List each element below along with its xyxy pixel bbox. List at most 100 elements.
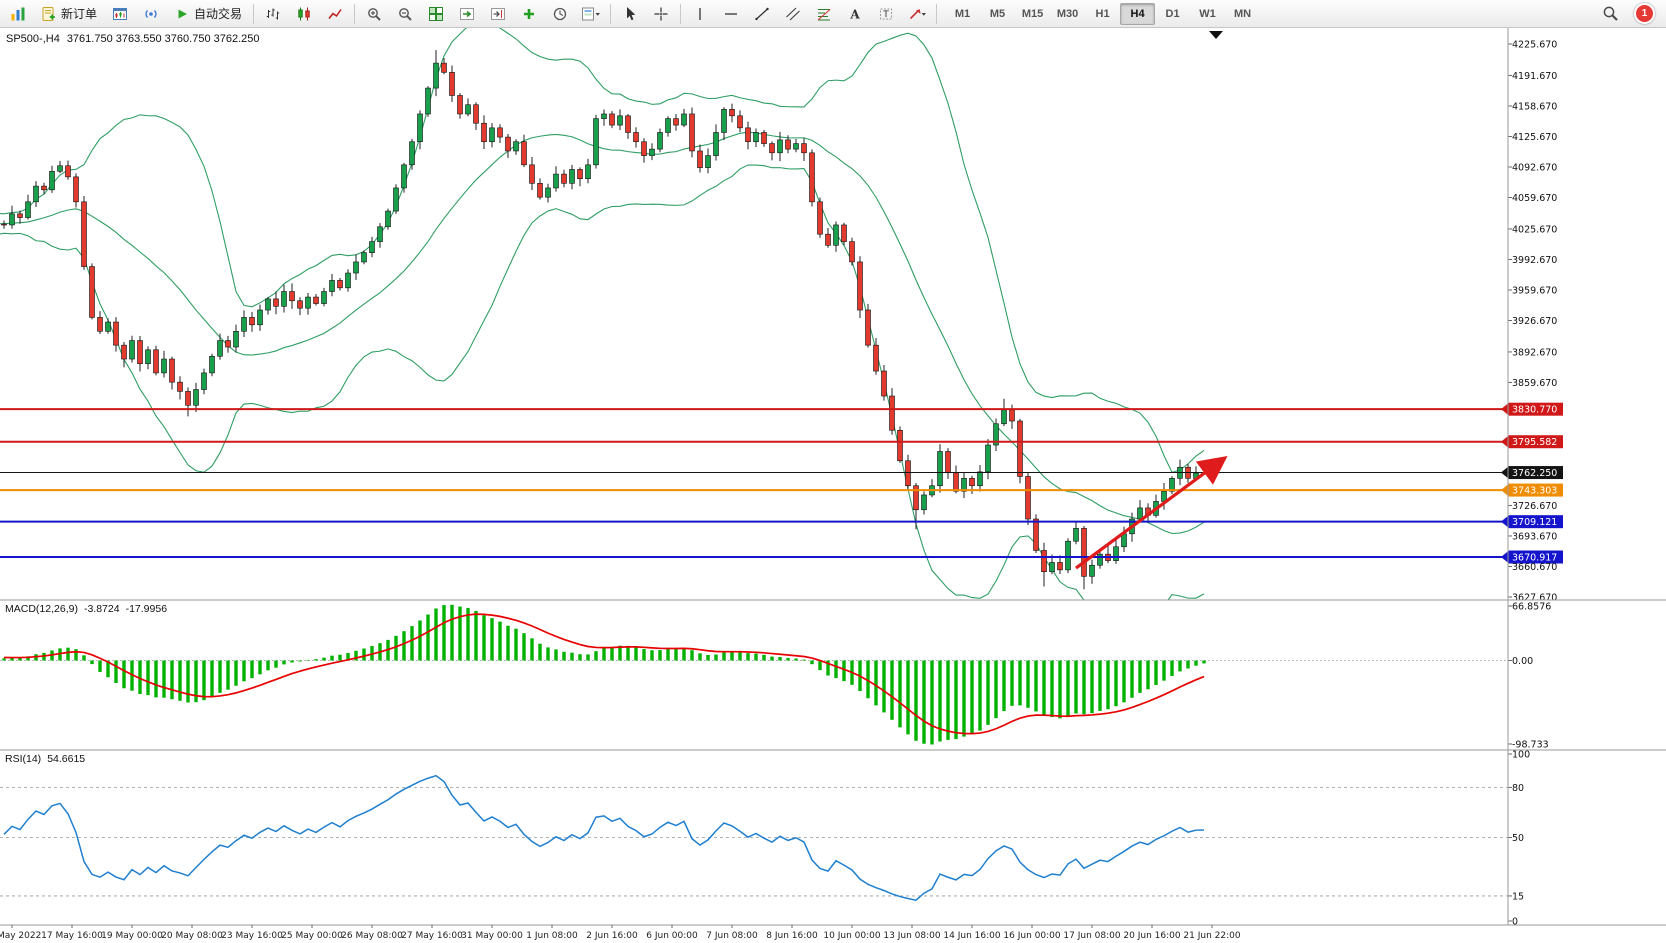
timeframe-button-h4[interactable]: H4 <box>1120 2 1156 25</box>
periods-button[interactable] <box>545 2 575 26</box>
svg-text:21 Jun 22:00: 21 Jun 22:00 <box>1183 931 1240 941</box>
notification-badge[interactable]: 1 <box>1634 3 1655 24</box>
svg-text:3830.770: 3830.770 <box>1512 405 1557 416</box>
cursor-tool-button[interactable] <box>615 2 645 26</box>
macd-axis: 66.8576 0.00 -98.733 <box>1508 602 1551 751</box>
autotrading-button[interactable]: 自动交易 <box>167 2 249 26</box>
autotrading-icon <box>178 9 188 18</box>
svg-text:3795.582: 3795.582 <box>1512 437 1557 448</box>
chart-shift-button[interactable] <box>483 2 513 26</box>
svg-text:3670.917: 3670.917 <box>1512 553 1557 564</box>
svg-text:20 Jun 16:00: 20 Jun 16:00 <box>1123 931 1180 941</box>
svg-text:66.8576: 66.8576 <box>1512 602 1551 613</box>
toolbar-separator <box>253 3 255 24</box>
svg-text:4158.670: 4158.670 <box>1512 101 1557 112</box>
crosshair-icon <box>654 7 668 20</box>
timeframe-button-m5[interactable]: M5 <box>989 7 1006 20</box>
zoom-out-icon <box>399 7 412 21</box>
svg-text:14 Jun 16:00: 14 Jun 16:00 <box>943 931 1000 941</box>
candles-layer[interactable] <box>1 50 1207 590</box>
auto-scroll-button[interactable] <box>452 2 482 26</box>
svg-text:3660.670: 3660.670 <box>1512 562 1557 573</box>
svg-text:25 May 00:00: 25 May 00:00 <box>281 931 343 941</box>
timeframe-button-h1[interactable]: H1 <box>1095 7 1110 20</box>
templates-button[interactable] <box>576 2 606 26</box>
open-chart-button[interactable] <box>105 2 135 26</box>
svg-text:-98.733: -98.733 <box>1512 740 1549 751</box>
svg-text:0: 0 <box>1512 917 1518 928</box>
svg-text:27 May 16:00: 27 May 16:00 <box>401 931 463 941</box>
timeframe-button-m30[interactable]: M30 <box>1056 7 1079 20</box>
timeframe-button-d1[interactable]: D1 <box>1165 7 1180 20</box>
app-icon <box>11 7 25 20</box>
add-indicator-icon <box>524 8 535 19</box>
clock-icon <box>553 7 567 20</box>
timeframe-button-m15[interactable]: M15 <box>1021 7 1044 20</box>
timeframe-button-m1[interactable]: M1 <box>954 7 971 20</box>
chart-shift-marker[interactable] <box>1209 31 1223 39</box>
svg-text:3926.670: 3926.670 <box>1512 316 1557 327</box>
svg-text:4225.670: 4225.670 <box>1512 40 1557 51</box>
fibonacci-tool-button[interactable] <box>809 2 839 26</box>
svg-text:T: T <box>882 10 889 20</box>
vertical-line-icon <box>699 7 701 20</box>
tile-windows-icon <box>429 6 444 21</box>
cursor-icon <box>627 6 636 20</box>
toolbar-separator <box>936 3 938 24</box>
label-tool-button[interactable]: T <box>871 2 901 26</box>
new-order-button[interactable]: 新订单 <box>34 2 104 26</box>
trendline-tool-button[interactable] <box>747 2 777 26</box>
svg-text:8 Jun 16:00: 8 Jun 16:00 <box>766 931 818 941</box>
svg-text:0.00: 0.00 <box>1512 656 1533 667</box>
bar-chart-icon <box>266 8 280 19</box>
zoom-in-icon <box>368 7 381 21</box>
svg-text:15: 15 <box>1512 891 1524 902</box>
svg-text:3726.670: 3726.670 <box>1512 501 1557 512</box>
tile-windows-button[interactable] <box>421 2 451 26</box>
timeframe-button-mn[interactable]: MN <box>1233 7 1252 20</box>
zoom-out-button[interactable] <box>390 2 420 26</box>
svg-text:100: 100 <box>1512 750 1530 761</box>
svg-text:3959.670: 3959.670 <box>1512 285 1557 296</box>
rsi-layer <box>0 774 1508 901</box>
svg-text:4125.670: 4125.670 <box>1512 132 1557 143</box>
svg-text:50: 50 <box>1512 833 1524 844</box>
trend-arrow[interactable] <box>1075 456 1228 570</box>
svg-text:2 Jun 16:00: 2 Jun 16:00 <box>586 931 638 941</box>
text-tool-button[interactable]: A <box>840 2 870 26</box>
arrow-shapes-icon <box>909 8 927 19</box>
svg-text:1 Jun 08:00: 1 Jun 08:00 <box>526 931 578 941</box>
horizontal-line-tool-button[interactable] <box>716 2 746 26</box>
svg-text:3859.670: 3859.670 <box>1512 378 1557 389</box>
new-order-icon <box>42 6 55 21</box>
channel-tool-button[interactable] <box>778 2 808 26</box>
timeframe-button-w1[interactable]: W1 <box>1199 7 1216 20</box>
svg-text:19 May 00:00: 19 May 00:00 <box>101 931 163 941</box>
svg-text:10 Jun 00:00: 10 Jun 00:00 <box>823 931 880 941</box>
app-menu-button[interactable] <box>3 2 33 26</box>
arrows-tool-button[interactable] <box>902 2 932 26</box>
timeframe-toolbar: M1 M5 M15 M30 H1 H4 D1 W1 MN <box>945 2 1260 25</box>
bar-chart-mode-button[interactable] <box>258 2 288 26</box>
price-level-lines[interactable]: 3830.770 3795.582 3762.250 3743.303 3709.121… <box>0 402 1563 564</box>
line-chart-mode-button[interactable] <box>320 2 350 26</box>
candlestick-icon <box>298 7 310 20</box>
candlestick-mode-button[interactable] <box>289 2 319 26</box>
svg-text:23 May 16:00: 23 May 16:00 <box>221 931 283 941</box>
chart-canvas[interactable]: 3830.770 3795.582 3762.250 3743.303 3709.121… <box>0 28 1666 943</box>
svg-text:13 Jun 08:00: 13 Jun 08:00 <box>883 931 940 941</box>
price-axis[interactable]: 4225.670 4191.670 4158.670 4125.670 4092.670… <box>1508 40 1557 604</box>
signals-button[interactable] <box>136 2 166 26</box>
add-indicator-button[interactable] <box>514 2 544 26</box>
svg-text:4025.670: 4025.670 <box>1512 224 1557 235</box>
channel-icon <box>786 7 800 20</box>
zoom-in-button[interactable] <box>359 2 389 26</box>
svg-text:20 May 08:00: 20 May 08:00 <box>161 931 223 941</box>
svg-text:3693.670: 3693.670 <box>1512 531 1557 542</box>
crosshair-tool-button[interactable] <box>646 2 676 26</box>
vertical-line-tool-button[interactable] <box>685 2 715 26</box>
auto-scroll-icon <box>460 7 475 20</box>
search-button[interactable] <box>1595 2 1625 26</box>
autotrading-label: 自动交易 <box>194 7 243 21</box>
